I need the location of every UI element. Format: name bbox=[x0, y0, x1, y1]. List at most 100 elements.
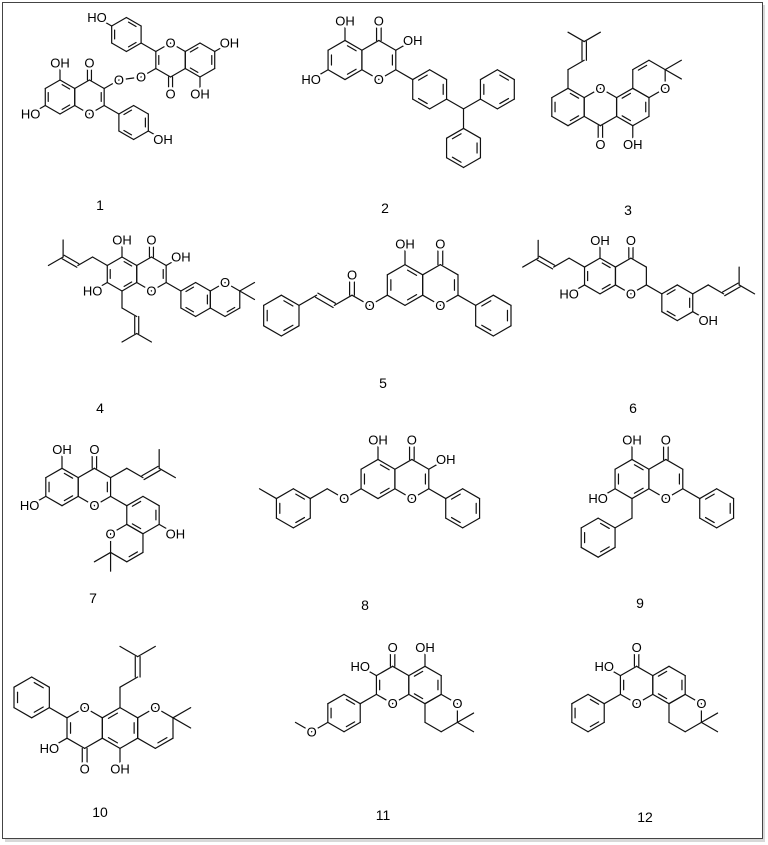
bond bbox=[446, 518, 463, 528]
bond bbox=[185, 43, 200, 52]
bond bbox=[693, 285, 708, 294]
bond bbox=[581, 547, 598, 557]
bond bbox=[725, 287, 740, 296]
atom-label: HO bbox=[588, 491, 608, 506]
bond bbox=[622, 116, 630, 121]
bond bbox=[78, 468, 94, 477]
bond bbox=[569, 258, 584, 267]
bond bbox=[430, 70, 447, 80]
bond bbox=[482, 301, 491, 306]
bond bbox=[166, 257, 181, 266]
bond bbox=[649, 489, 666, 499]
atom-label: O bbox=[146, 284, 156, 299]
atom-label: OH bbox=[112, 233, 132, 248]
bond bbox=[134, 131, 149, 140]
bond bbox=[665, 60, 681, 69]
compound-number: 7 bbox=[89, 590, 97, 606]
bond bbox=[112, 18, 127, 27]
bond bbox=[14, 708, 32, 718]
atom-label: OH bbox=[395, 237, 415, 252]
bond bbox=[370, 295, 388, 305]
bond bbox=[215, 43, 230, 52]
bond bbox=[568, 32, 584, 41]
bond bbox=[620, 666, 636, 675]
bond bbox=[620, 694, 636, 703]
bond bbox=[405, 295, 423, 305]
bond bbox=[45, 106, 60, 115]
atom-label: O bbox=[84, 56, 94, 71]
bond bbox=[190, 68, 198, 72]
atom-label: O bbox=[339, 491, 349, 506]
bond bbox=[60, 80, 75, 89]
bond bbox=[584, 88, 600, 97]
bond bbox=[638, 65, 646, 70]
bond bbox=[615, 285, 630, 294]
bond bbox=[94, 552, 110, 561]
bond bbox=[708, 285, 723, 294]
bond bbox=[361, 489, 378, 499]
bond bbox=[463, 518, 480, 528]
compound: HO O O O bbox=[572, 638, 718, 732]
bond bbox=[617, 116, 633, 125]
atom-label: O bbox=[89, 442, 99, 457]
bond bbox=[200, 69, 215, 78]
bond bbox=[143, 496, 159, 505]
bond bbox=[458, 295, 476, 305]
atom-label: O bbox=[660, 81, 670, 96]
bond bbox=[281, 295, 299, 305]
bond bbox=[67, 738, 85, 748]
bond bbox=[380, 488, 389, 493]
bond bbox=[666, 489, 683, 499]
bond bbox=[124, 282, 132, 286]
bond bbox=[210, 308, 225, 317]
bond bbox=[423, 265, 441, 275]
bond bbox=[395, 489, 412, 499]
bond bbox=[700, 489, 717, 499]
bond bbox=[240, 291, 255, 300]
bond bbox=[264, 295, 282, 305]
bond bbox=[78, 496, 94, 505]
bond bbox=[62, 259, 77, 268]
bond bbox=[393, 694, 409, 703]
bond bbox=[677, 285, 692, 294]
bond bbox=[452, 518, 461, 523]
bond bbox=[497, 99, 514, 109]
bond bbox=[379, 70, 396, 80]
bond bbox=[598, 547, 615, 557]
bond bbox=[138, 738, 156, 748]
bond bbox=[581, 518, 598, 528]
atom-label: O bbox=[696, 696, 706, 711]
compound: OH O OH O O bbox=[259, 430, 480, 528]
bond bbox=[409, 666, 425, 675]
bond bbox=[49, 738, 67, 748]
bond bbox=[328, 722, 344, 731]
bond bbox=[615, 489, 632, 499]
compound: HO O OH O O O bbox=[295, 638, 473, 742]
bond bbox=[362, 40, 379, 50]
bond bbox=[447, 99, 464, 109]
bond bbox=[62, 85, 70, 89]
bond bbox=[412, 459, 429, 469]
bond bbox=[315, 297, 333, 307]
bond bbox=[425, 666, 441, 675]
bond bbox=[276, 518, 293, 528]
bond bbox=[408, 295, 417, 300]
bond bbox=[602, 263, 610, 268]
compound-number: 4 bbox=[96, 400, 104, 416]
bond bbox=[108, 713, 117, 718]
bond bbox=[396, 40, 413, 50]
bond bbox=[102, 738, 120, 748]
bond bbox=[649, 88, 665, 97]
bond bbox=[572, 694, 588, 703]
atom-label: O bbox=[150, 700, 160, 715]
bond bbox=[171, 43, 186, 52]
atom-label: O bbox=[661, 491, 671, 506]
bond bbox=[552, 116, 568, 125]
bond bbox=[584, 32, 600, 41]
bond bbox=[429, 459, 446, 469]
bond bbox=[119, 77, 141, 80]
bond bbox=[85, 738, 103, 748]
bond bbox=[412, 489, 429, 499]
bond bbox=[600, 258, 615, 267]
bond bbox=[376, 666, 392, 675]
